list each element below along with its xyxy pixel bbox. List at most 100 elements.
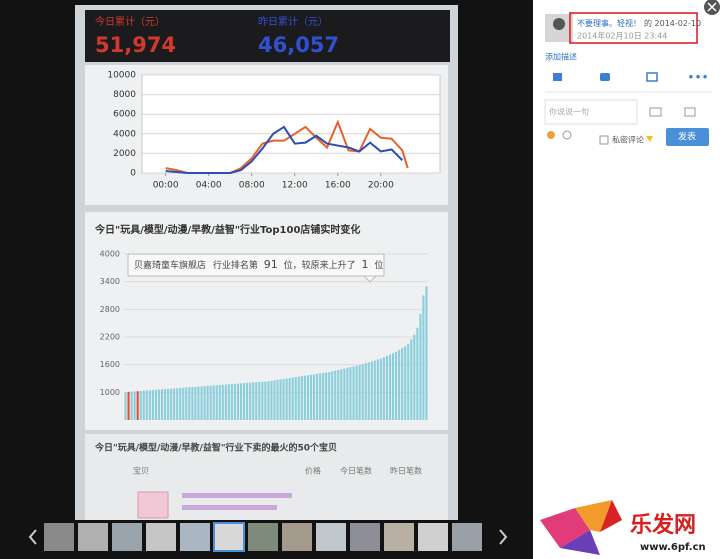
author-line: 不要理事。轻视！的 2014-02-10 xyxy=(577,18,701,28)
bar xyxy=(376,359,379,420)
bar xyxy=(401,348,404,420)
thumbnail[interactable] xyxy=(180,523,210,551)
bar xyxy=(322,372,325,420)
highlight-box xyxy=(569,12,698,44)
comment-icon[interactable] xyxy=(600,73,610,81)
bar xyxy=(218,384,221,420)
bar xyxy=(379,358,382,420)
bar xyxy=(148,390,151,420)
at-icon[interactable] xyxy=(684,107,696,117)
bar xyxy=(413,334,416,420)
bar xyxy=(407,343,410,420)
thumbnail[interactable] xyxy=(44,523,74,551)
private-checkbox[interactable] xyxy=(599,135,609,145)
next-arrow[interactable] xyxy=(499,529,508,545)
comment-placeholder: 你说说一句 xyxy=(549,107,589,117)
y-tick-label: 6000 xyxy=(113,110,136,120)
tooltip-shop: 贝嘉琦童车旗舰店 xyxy=(134,259,206,271)
x-tick-label: 12:00 xyxy=(282,181,308,191)
y-tick-label: 8000 xyxy=(113,90,136,100)
bar xyxy=(291,377,294,420)
bar xyxy=(261,381,264,420)
bar xyxy=(273,380,276,420)
add-description[interactable]: 添加描述 xyxy=(545,52,577,62)
bar xyxy=(309,374,313,420)
bar xyxy=(209,385,212,420)
share-icon[interactable] xyxy=(646,72,658,82)
bar xyxy=(145,390,148,420)
prev-arrow[interactable] xyxy=(28,529,37,545)
thumbnail[interactable] xyxy=(316,523,346,551)
bar xyxy=(276,379,279,420)
logo-shape xyxy=(560,530,600,555)
thumbnail[interactable] xyxy=(384,523,414,551)
tooltip-rank: 91 xyxy=(264,258,278,271)
mention-icon[interactable] xyxy=(562,130,572,140)
y-tick-label: 10000 xyxy=(107,71,136,81)
bar xyxy=(139,390,142,420)
photo-icon[interactable] xyxy=(649,107,662,117)
emoji-icon[interactable] xyxy=(547,131,555,139)
bar xyxy=(349,367,352,420)
bar xyxy=(136,391,139,420)
author-link[interactable]: 不要理事。轻视！ xyxy=(577,18,641,28)
bar xyxy=(358,365,361,420)
y-tick-label: 4000 xyxy=(100,250,120,259)
bar xyxy=(312,374,316,420)
bar xyxy=(334,370,337,420)
logo-name: 乐发网 xyxy=(630,512,696,538)
thumbnail[interactable] xyxy=(78,523,108,551)
yesterday-value: 46,057 xyxy=(258,33,339,57)
bar xyxy=(255,382,258,420)
x-tick-label: 00:00 xyxy=(153,181,179,191)
today-value: 51,974 xyxy=(95,33,176,57)
table-header: 今日笔数 xyxy=(340,466,372,476)
bar xyxy=(398,349,401,420)
bar xyxy=(404,346,407,420)
private-label: 私密评论 xyxy=(612,135,644,145)
bar xyxy=(325,372,328,420)
thumbnail[interactable] xyxy=(452,523,482,551)
bar xyxy=(331,371,334,420)
thumbnail[interactable] xyxy=(146,523,176,551)
x-tick-label: 04:00 xyxy=(196,181,222,191)
bar xyxy=(288,378,291,420)
bar xyxy=(367,362,370,420)
more-icon[interactable]: ••• xyxy=(687,71,708,85)
thumbnail[interactable] xyxy=(112,523,142,551)
thumbnail-strip xyxy=(28,522,508,552)
series-line xyxy=(165,125,404,174)
bar xyxy=(191,387,194,420)
bar xyxy=(337,369,340,420)
album-date: 的 2014-02-10 xyxy=(644,18,701,28)
table-header: 宝贝 xyxy=(133,466,149,476)
bar xyxy=(160,389,164,420)
thumbnail[interactable] xyxy=(350,523,380,551)
bar xyxy=(188,387,191,420)
bar xyxy=(170,388,173,420)
tooltip-change-suffix: 位 xyxy=(374,259,383,271)
thumbnail[interactable] xyxy=(418,523,448,551)
bar xyxy=(239,383,243,420)
like-icon[interactable] xyxy=(553,73,562,81)
comment-input[interactable] xyxy=(544,99,638,125)
logo-url: www.6pf.cn xyxy=(640,542,706,553)
thumbnail[interactable] xyxy=(248,523,278,551)
thumbnail[interactable] xyxy=(282,523,312,551)
bar xyxy=(343,368,346,420)
tooltip-rank-suffix: 位，较原来上升了 xyxy=(284,259,356,271)
bar xyxy=(124,392,127,420)
bar xyxy=(395,351,398,420)
bar xyxy=(297,376,300,420)
tooltip-pointer xyxy=(362,275,378,283)
bar xyxy=(410,339,413,420)
today-label: 今日累计（元） xyxy=(95,15,165,28)
y-tick-label: 2200 xyxy=(100,333,120,342)
thumbnail[interactable] xyxy=(213,522,245,552)
bar xyxy=(215,385,218,420)
x-tick-label: 20:00 xyxy=(368,181,394,191)
bar xyxy=(157,389,161,420)
bar xyxy=(173,388,176,420)
bar xyxy=(279,379,282,420)
submit-button[interactable] xyxy=(666,128,709,146)
